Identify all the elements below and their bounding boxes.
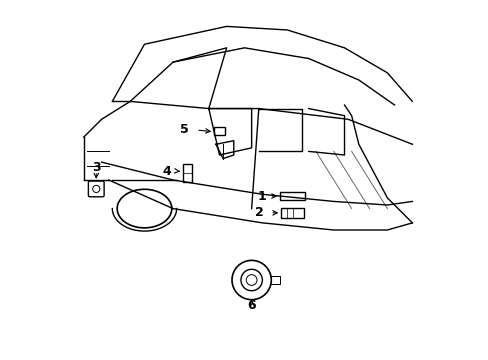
Circle shape	[231, 260, 271, 300]
Text: 1: 1	[257, 190, 265, 203]
Circle shape	[246, 275, 257, 285]
Text: 4: 4	[162, 165, 171, 177]
FancyBboxPatch shape	[88, 181, 104, 197]
Bar	[183, 164, 191, 182]
Text: 5: 5	[180, 123, 189, 136]
Text: 6: 6	[247, 299, 255, 312]
Circle shape	[93, 185, 100, 193]
Text: 2: 2	[255, 206, 264, 219]
Text: 3: 3	[92, 161, 101, 174]
Bar	[214, 127, 224, 135]
Bar	[280, 192, 305, 201]
Bar	[281, 208, 304, 218]
Circle shape	[241, 269, 262, 291]
